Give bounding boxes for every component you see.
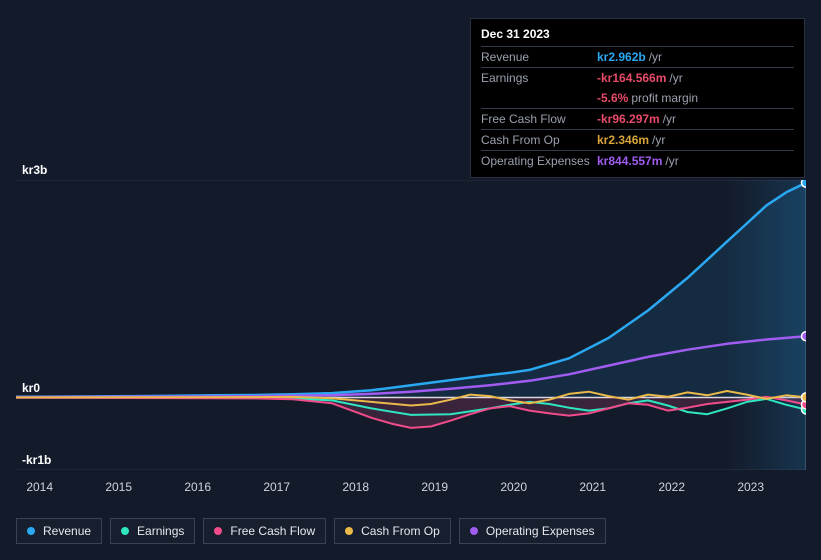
tooltip-row-value: -kr96.297m xyxy=(597,112,660,126)
tooltip-row: Revenuekr2.962b/yr xyxy=(481,46,794,67)
legend-item[interactable]: Earnings xyxy=(110,518,195,544)
y-axis-label: kr3b xyxy=(22,163,47,177)
legend-color-dot xyxy=(121,527,129,535)
tooltip-row: Operating Expenseskr844.557m/yr xyxy=(481,150,794,171)
tooltip-row-label: Earnings xyxy=(481,70,597,86)
x-axis-label: 2015 xyxy=(105,480,132,494)
tooltip-row-value-wrap: kr2.346m/yr xyxy=(597,132,665,148)
chart-x-axis: 2014 2015 2016 2017 2018 2019 2020 2021 2022 2023 xyxy=(16,480,806,500)
tooltip-row-value: -5.6% xyxy=(597,91,628,105)
tooltip-row-unit: /yr xyxy=(663,112,676,126)
legend-color-dot xyxy=(27,527,35,535)
x-axis-label: 2016 xyxy=(184,480,211,494)
tooltip-row-suffix: profit margin xyxy=(631,91,698,105)
tooltip-row-value-wrap: -kr96.297m/yr xyxy=(597,111,676,127)
legend-label: Free Cash Flow xyxy=(230,524,315,538)
tooltip-row-label: Free Cash Flow xyxy=(481,111,597,127)
tooltip-row-label: Revenue xyxy=(481,49,597,65)
x-axis-label: 2017 xyxy=(263,480,290,494)
tooltip-row-value: kr844.557m xyxy=(597,154,662,168)
tooltip-row-label xyxy=(481,90,597,106)
tooltip-row: Cash From Opkr2.346m/yr xyxy=(481,129,794,150)
tooltip-row-value: -kr164.566m xyxy=(597,71,666,85)
tooltip-row-value: kr2.346m xyxy=(597,133,649,147)
tooltip-row-value: kr2.962b xyxy=(597,50,646,64)
tooltip-row-unit: /yr xyxy=(649,50,662,64)
legend-label: Earnings xyxy=(137,524,184,538)
tooltip-row-unit: /yr xyxy=(652,133,665,147)
legend-color-dot xyxy=(214,527,222,535)
tooltip-row-value-wrap: -kr164.566m/yr xyxy=(597,70,683,86)
x-axis-label: 2020 xyxy=(500,480,527,494)
chart-tooltip: Dec 31 2023 Revenuekr2.962b/yrEarnings-k… xyxy=(470,18,805,178)
tooltip-row: -5.6%profit margin xyxy=(481,88,794,108)
tooltip-row-value-wrap: kr844.557m/yr xyxy=(597,153,679,169)
chart-legend: Revenue Earnings Free Cash Flow Cash From O… xyxy=(16,518,606,544)
legend-label: Operating Expenses xyxy=(486,524,595,538)
legend-item[interactable]: Free Cash Flow xyxy=(203,518,326,544)
legend-label: Revenue xyxy=(43,524,91,538)
financials-chart: kr3bkr0-kr1b xyxy=(16,156,806,476)
legend-item[interactable]: Revenue xyxy=(16,518,102,544)
legend-color-dot xyxy=(345,527,353,535)
x-axis-label: 2014 xyxy=(26,480,53,494)
chart-plot xyxy=(16,180,806,470)
legend-item[interactable]: Cash From Op xyxy=(334,518,451,544)
x-axis-label: 2018 xyxy=(342,480,369,494)
x-axis-label: 2019 xyxy=(421,480,448,494)
tooltip-row-value-wrap: kr2.962b/yr xyxy=(597,49,662,65)
tooltip-row-unit: /yr xyxy=(665,154,678,168)
tooltip-row: Earnings-kr164.566m/yr xyxy=(481,67,794,88)
x-axis-label: 2023 xyxy=(737,480,764,494)
tooltip-row-label: Cash From Op xyxy=(481,132,597,148)
legend-color-dot xyxy=(470,527,478,535)
x-axis-label: 2022 xyxy=(658,480,685,494)
tooltip-row-unit: /yr xyxy=(669,71,682,85)
legend-label: Cash From Op xyxy=(361,524,440,538)
legend-item[interactable]: Operating Expenses xyxy=(459,518,606,544)
tooltip-row: Free Cash Flow-kr96.297m/yr xyxy=(481,108,794,129)
tooltip-date: Dec 31 2023 xyxy=(481,25,794,46)
tooltip-row-value-wrap: -5.6%profit margin xyxy=(597,90,698,106)
tooltip-row-label: Operating Expenses xyxy=(481,153,597,169)
x-axis-label: 2021 xyxy=(579,480,606,494)
